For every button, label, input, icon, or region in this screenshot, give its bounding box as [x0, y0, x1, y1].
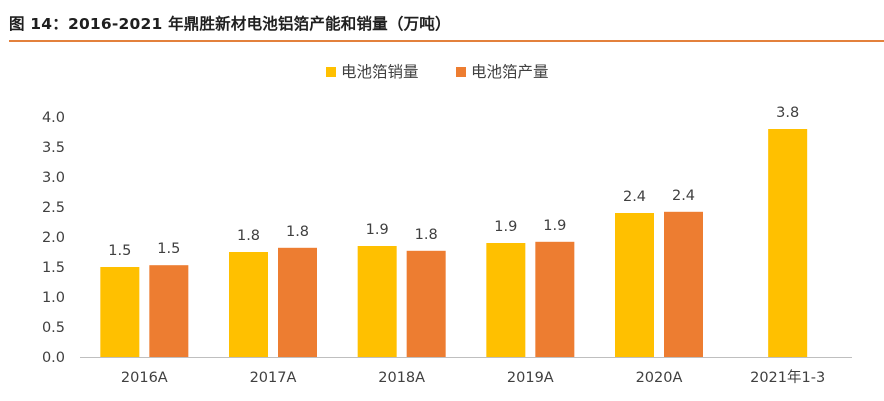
data-label-sales-2016A: 1.5 [108, 243, 131, 259]
y-tick-label: 1.0 [42, 290, 65, 306]
figure-header: 图 14：2016-2021 年鼎胜新材电池铝箔产能和销量（万吨） [0, 0, 884, 44]
legend-swatch-1 [456, 67, 466, 77]
x-tick-label: 2018A [378, 370, 425, 386]
data-label-sales-2020A: 2.4 [623, 189, 646, 205]
data-label-sales-2017A: 1.8 [237, 228, 260, 244]
data-label-production-2019A: 1.9 [543, 218, 566, 234]
legend-label-0: 电池箔销量 [341, 63, 419, 81]
x-axis: 2016A 2017A 2018A 2019A 2020A 2021年1-3 [80, 357, 852, 386]
bar-chart: 电池箔销量 电池箔产量 0.0 0.5 1.0 1.5 2.0 2.5 3.0 3.5 4.0 1… [42, 63, 852, 386]
y-axis: 0.0 0.5 1.0 1.5 2.0 2.5 3.0 3.5 4.0 [42, 110, 65, 366]
bar-production-2018A [406, 250, 446, 357]
legend-label-1: 电池箔产量 [471, 63, 549, 81]
figure-title: 图 14：2016-2021 年鼎胜新材电池铝箔产能和销量（万吨） [9, 15, 451, 33]
bar-series: 1.5 1.5 1.8 1.8 1.9 1.8 1.9 1.9 2.4 2.4 3.8 [100, 105, 808, 357]
y-tick-label: 2.5 [42, 200, 65, 216]
x-tick-label: 2021年1-3 [750, 369, 825, 386]
y-tick-label: 0.5 [42, 320, 65, 336]
y-tick-label: 3.0 [42, 170, 65, 186]
y-tick-label: 2.0 [42, 230, 65, 246]
bar-production-2020A [664, 211, 703, 357]
data-label-sales-2018A: 1.9 [366, 222, 389, 238]
bar-production-2019A [535, 241, 575, 357]
y-tick-label: 3.5 [42, 140, 65, 156]
chart-legend: 电池箔销量 电池箔产量 [326, 63, 549, 81]
y-tick-label: 1.5 [42, 260, 65, 276]
x-tick-label: 2016A [121, 370, 168, 386]
bar-sales-2021年1-3 [768, 129, 808, 357]
x-tick-label: 2019A [507, 370, 554, 386]
x-tick-label: 2017A [250, 370, 297, 386]
data-label-sales-2021年1-3: 3.8 [776, 105, 799, 121]
x-tick-label: 2020A [636, 370, 683, 386]
bar-sales-2020A [615, 213, 654, 357]
data-label-production-2018A: 1.8 [415, 227, 438, 243]
bar-production-2016A [149, 265, 189, 357]
legend-swatch-0 [326, 67, 336, 77]
bar-production-2017A [278, 247, 317, 357]
data-label-production-2016A: 1.5 [157, 241, 180, 257]
title-underline [9, 40, 884, 42]
bar-sales-2019A [486, 243, 526, 357]
bar-sales-2016A [100, 267, 140, 357]
data-label-production-2020A: 2.4 [672, 188, 695, 204]
y-tick-label: 4.0 [42, 110, 65, 126]
data-label-production-2017A: 1.8 [286, 224, 309, 240]
bar-sales-2018A [357, 246, 397, 357]
bar-sales-2017A [229, 252, 268, 357]
y-tick-label: 0.0 [42, 350, 65, 366]
data-label-sales-2019A: 1.9 [494, 219, 517, 235]
